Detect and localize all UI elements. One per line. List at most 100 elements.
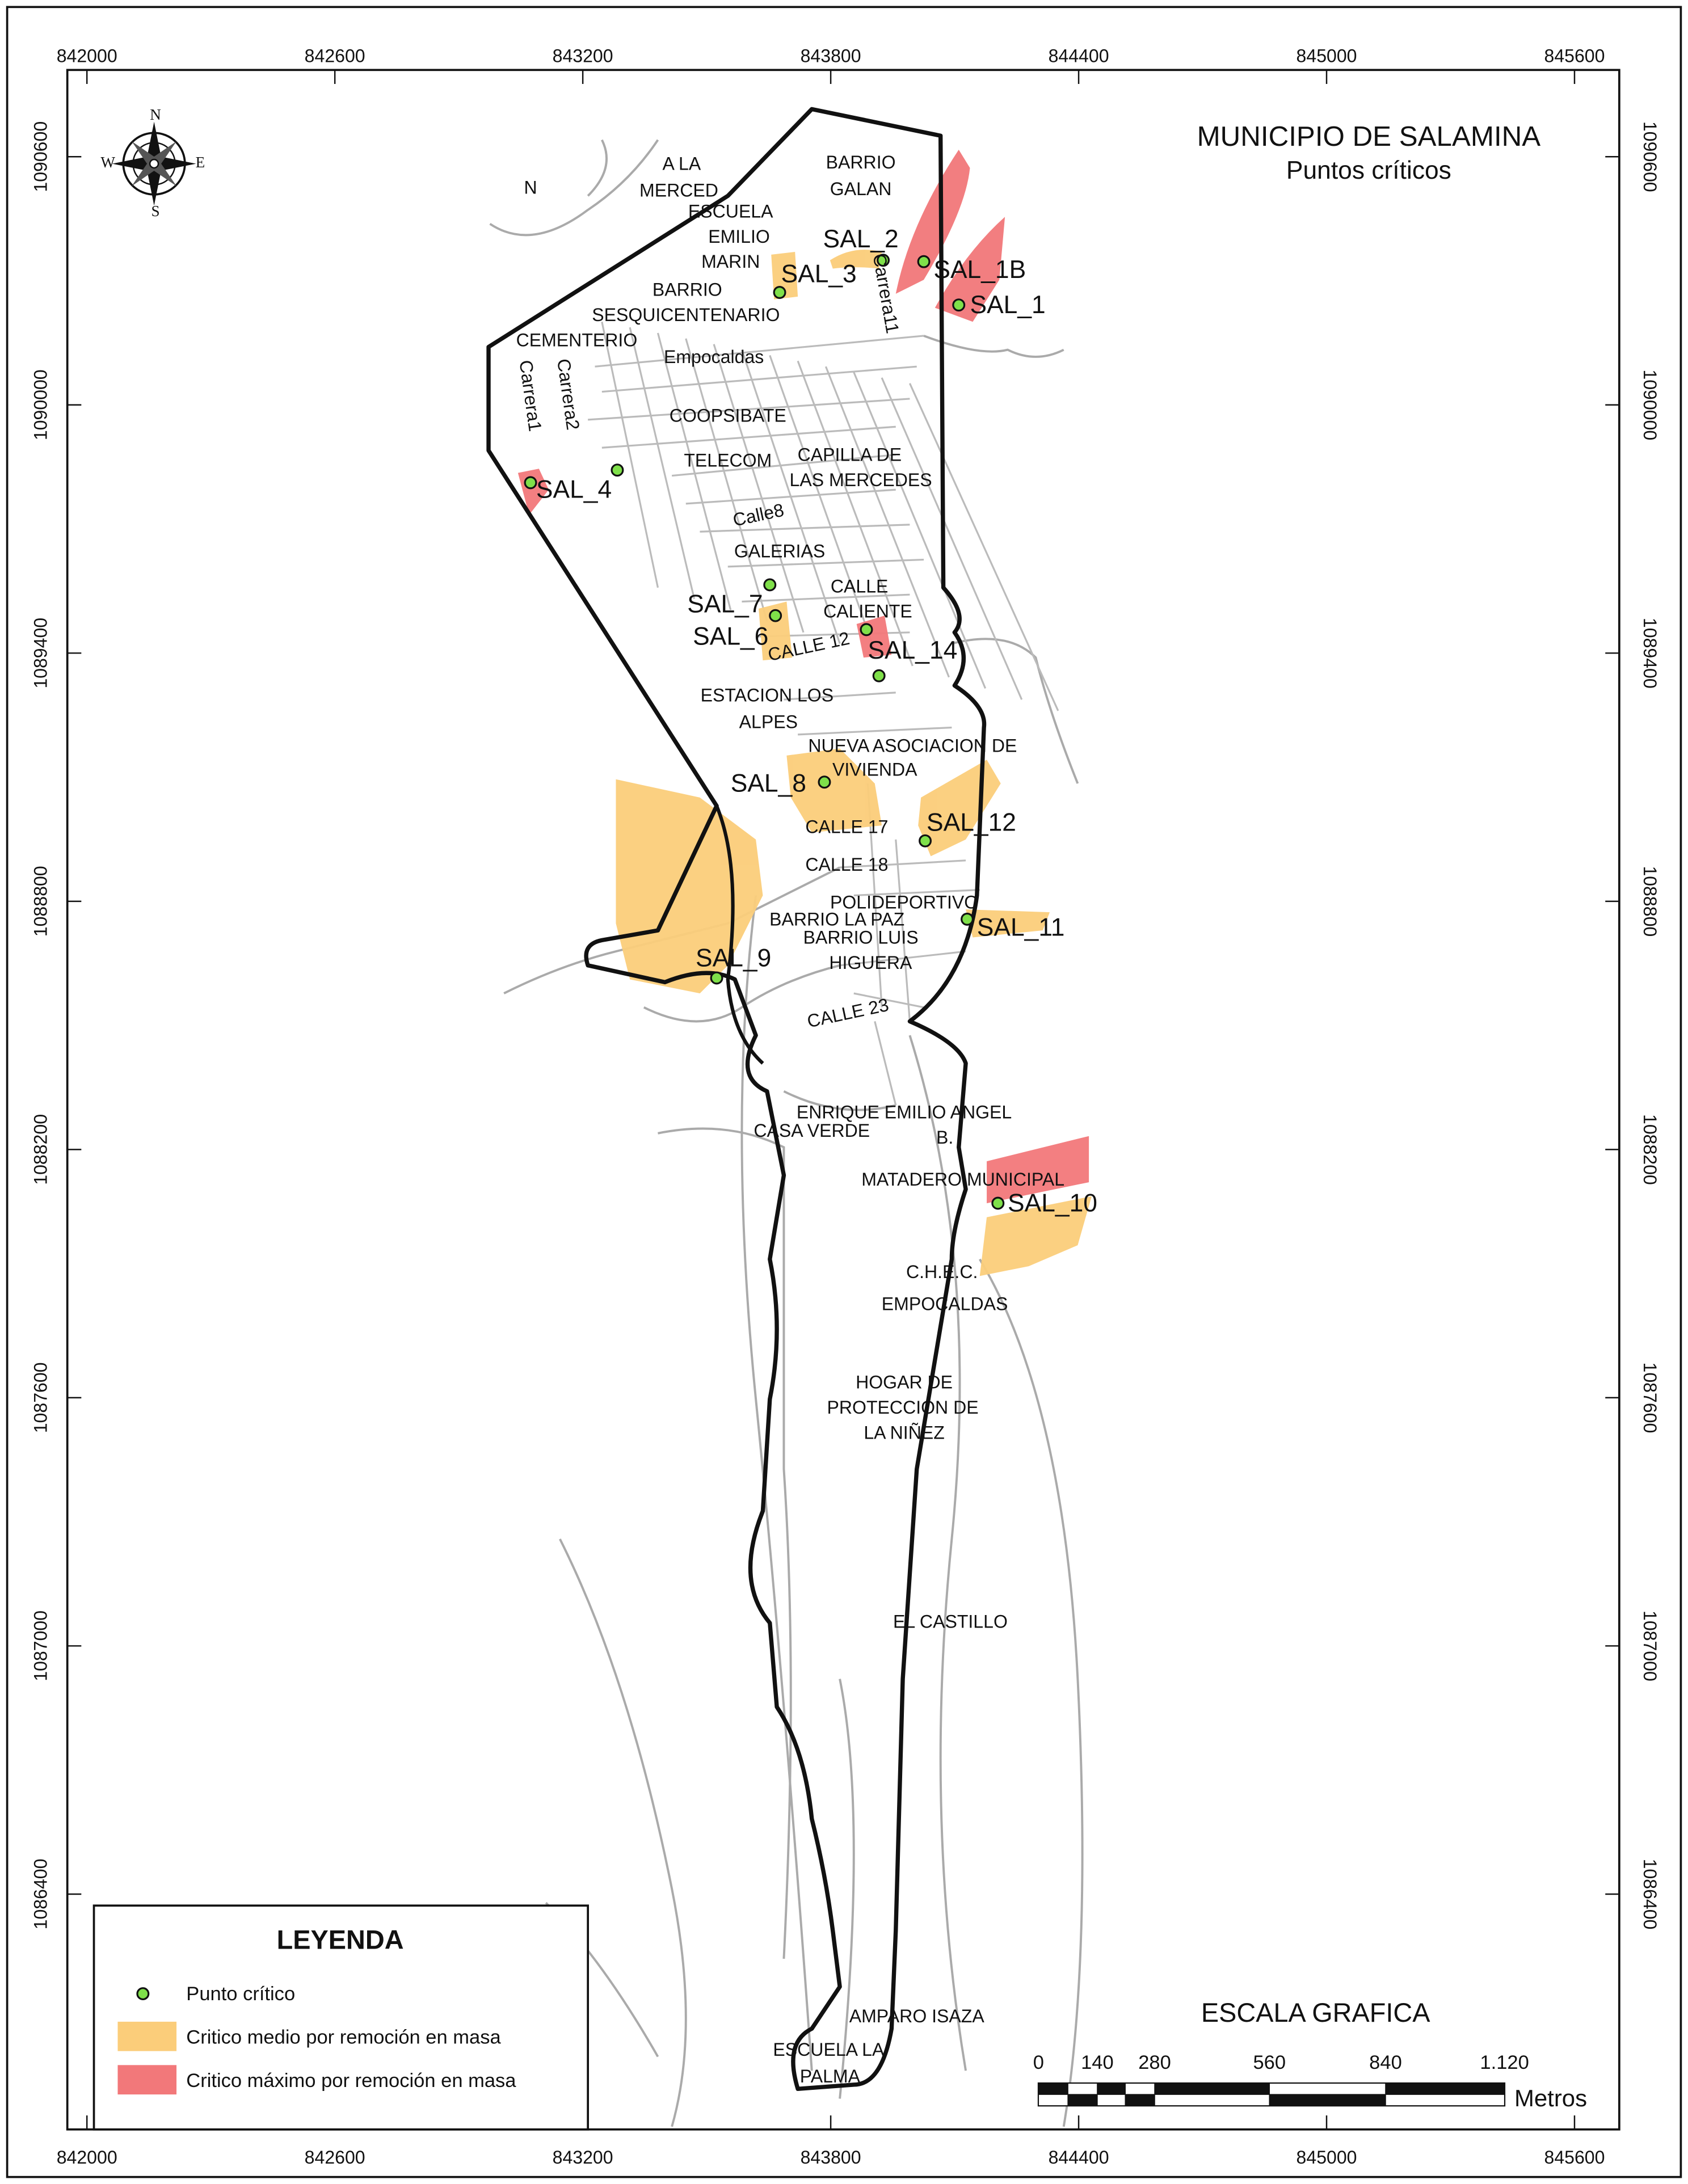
point-label: SAL_12 [927,808,1016,836]
critical-point [877,254,890,267]
place-label: BARRIO [826,152,896,172]
critical-point [524,476,537,490]
place-label: LA NIÑEZ [864,1422,944,1443]
place-label: CASA VERDE [754,1120,870,1141]
critical-point [872,669,886,682]
y-tick-label: 1088800 [1640,866,1660,937]
place-label: A LA [663,154,701,174]
scale-label: 0 [1033,2052,1044,2073]
point-label: SAL_7 [687,591,763,618]
scale-segment [1125,2082,1155,2095]
point-label: SAL_8 [731,769,806,797]
x-tick-label: 845600 [1544,46,1605,66]
y-tick-label: 1090000 [1640,369,1660,440]
scale-segment [1155,2083,1270,2095]
scale-segment [1097,2094,1126,2106]
place-label: TELECOM [684,450,772,470]
legend-title: LEYENDA [277,1925,404,1955]
x-tick-label: 844400 [1049,46,1109,66]
scale-segment [1269,2082,1386,2095]
street [853,372,987,689]
place-label: CAPILLA DE [798,445,902,465]
scale-segment [1038,2094,1068,2106]
x-tick-label: 842600 [305,2147,365,2168]
legend-item: Critico máximo por remoción en masa [186,2070,516,2092]
y-tick-label: 1087600 [31,1363,51,1433]
scale-label: 1.120 [1480,2052,1529,2073]
critical-point [991,1196,1005,1210]
place-label: BARRIO LUIS [803,927,919,947]
place-label: NUEVA ASOCIACION DE [808,736,1017,756]
scale-segment [1269,2094,1386,2106]
critical-point [769,609,782,622]
street [601,365,917,393]
y-tick-label: 1090600 [1640,121,1660,192]
scale-title: ESCALA GRAFICA [1201,1998,1430,2027]
compass-n: N [150,106,161,123]
y-tick-label: 1090000 [31,369,51,440]
street [769,355,877,655]
place-label: ENRIQUE EMILIO ANGEL [797,1102,1012,1123]
map-frame [66,69,1620,2131]
critical-point [961,912,974,926]
critical-points [524,254,1005,1210]
point-label: SAL_6 [693,622,768,650]
place-label: ESCUELA LA [773,2039,885,2060]
x-tick-label: 843800 [801,2147,861,2168]
coordinate-ticks: 842000 842000 842600 842600 843200 843200 8438… [31,46,1660,2168]
scale-bar: ESCALA GRAFICA Metros 0 140 280 560 840 1.120 [1033,1998,1587,2111]
y-tick-label: 1089400 [1640,618,1660,689]
place-label: PALMA [800,2066,861,2086]
scale-segment [1067,2082,1098,2095]
street [685,338,768,622]
x-tick-label: 843200 [553,2147,613,2168]
scale-label: 140 [1081,2052,1114,2073]
street [853,992,924,1009]
street [797,360,914,667]
street [588,398,910,421]
place-label: CALLE [831,576,889,596]
point-label: SAL_2 [823,225,899,253]
y-tick-label: 1086400 [1640,1859,1660,1930]
street [671,453,896,477]
place-label: CEMENTERIO [516,330,638,350]
point-label: SAL_14 [868,636,957,664]
place-label: C.H.E.C. [906,1262,978,1282]
compass-w: W [100,154,115,171]
x-tick-label: 843800 [801,46,861,66]
x-tick-label: 845000 [1296,46,1357,66]
compass: N S E W [100,106,205,220]
x-tick-label: 842600 [305,46,365,66]
street [656,332,732,610]
place-label: ALPES [739,712,798,732]
streets [588,321,1059,1106]
compass-s: S [151,203,160,220]
y-tick-label: 1090600 [31,121,51,192]
scale-unit: Metros [1514,2085,1587,2111]
critical-point [952,298,966,312]
place-label: BARRIO [653,279,722,300]
scale-segment [1385,2083,1505,2095]
street [740,349,841,644]
street [713,344,805,633]
x-tick-label: 844400 [1049,2147,1109,2168]
x-tick-label: 842000 [57,2147,117,2168]
street [881,377,1023,700]
place-label: LAS MERCEDES [790,470,932,490]
x-tick-label: 845000 [1296,2147,1357,2168]
street [895,839,911,1022]
street [874,1021,897,1106]
point-label: SAL_3 [781,260,857,288]
street [601,321,659,588]
point-label: SAL_1B [933,256,1026,284]
place-label: POLIDEPORTIVO [830,892,978,913]
place-label: Empocaldas [664,347,764,367]
x-tick-label: 845600 [1544,2147,1605,2168]
street [595,335,924,368]
place-label: EL CASTILLO [893,1611,1008,1631]
legend-item: Critico medio por remoción en masa [186,2027,501,2048]
roads [489,139,1084,2127]
street [742,593,910,603]
street [700,524,910,533]
